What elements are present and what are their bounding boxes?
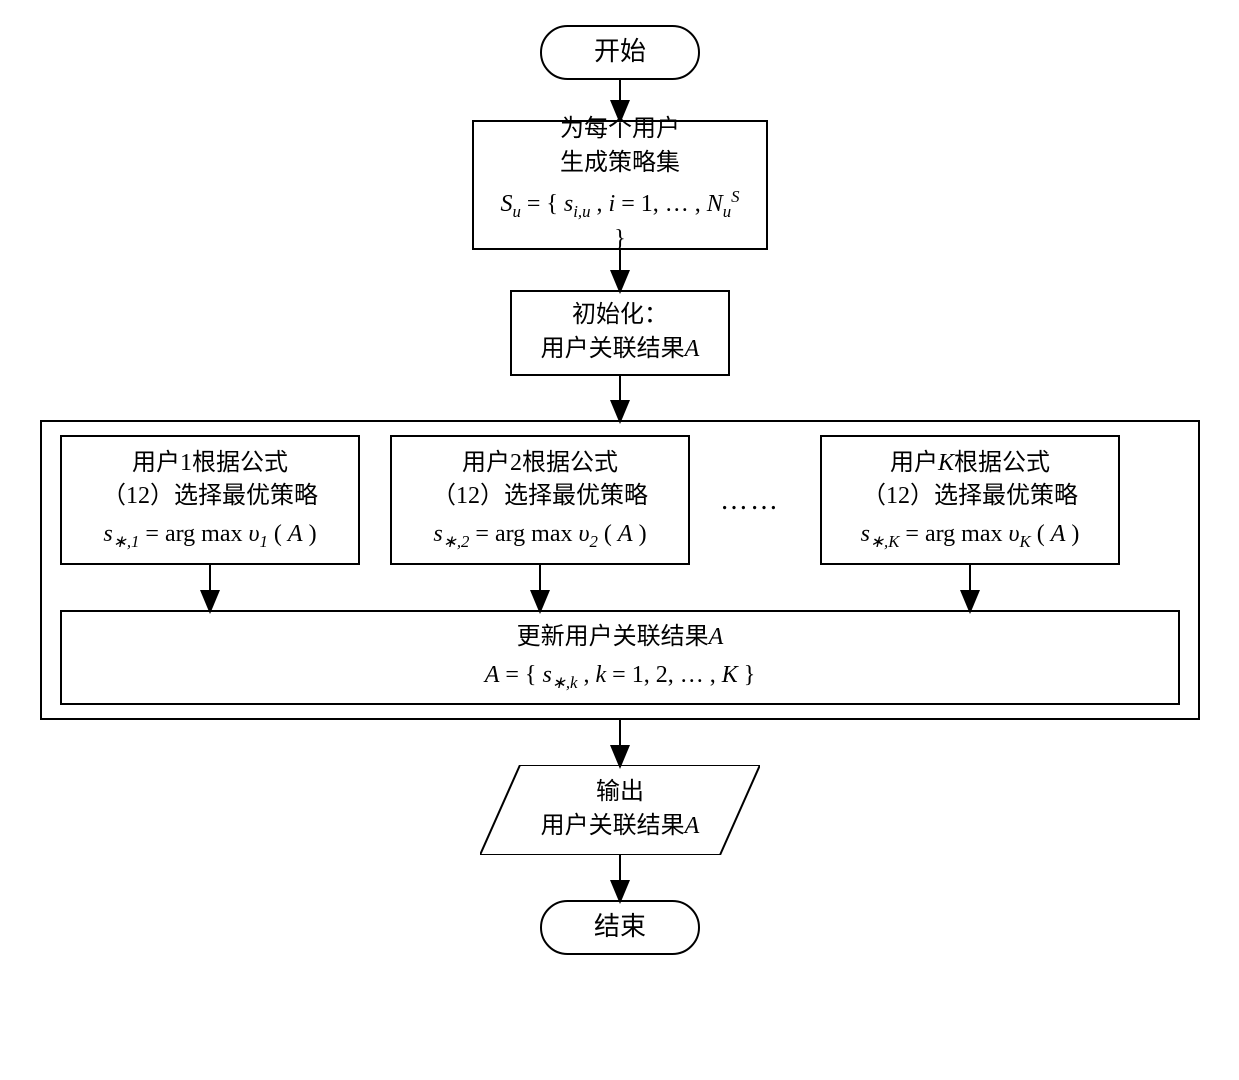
process-userK: 用户K根据公式（12）选择最优策略s∗,K = arg max υK ( A ): [820, 435, 1120, 565]
process-update: 更新用户关联结果AA = { s∗,k , k = 1, 2, … , K }: [60, 610, 1180, 705]
output-parallelogram: 输出用户关联结果A: [480, 765, 760, 855]
process-user1: 用户1根据公式（12）选择最优策略s∗,1 = arg max υ1 ( A ): [60, 435, 360, 565]
ellipsis: ……: [720, 485, 780, 517]
process-gen_strategy: 为每个用户生成策略集Su = { si,u , i = 1, … , NuS }: [472, 120, 768, 250]
process-user2: 用户2根据公式（12）选择最优策略s∗,2 = arg max υ2 ( A ): [390, 435, 690, 565]
terminal-start: 开始: [540, 25, 700, 80]
terminal-end: 结束: [540, 900, 700, 955]
process-init: 初始化：用户关联结果A: [510, 290, 730, 376]
